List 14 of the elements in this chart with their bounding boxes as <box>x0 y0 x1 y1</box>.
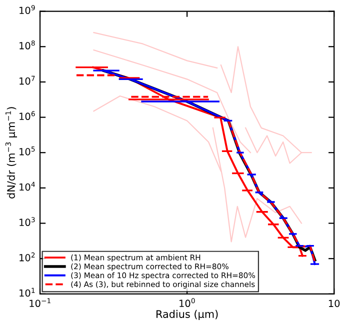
y-tick-label: 10$^{9}$ <box>20 5 35 14</box>
x-tick-label: 10$^{0}$ <box>180 298 195 308</box>
y-tick-label: 10$^{8}$ <box>20 40 35 50</box>
y-axis-title: dN/dr (m$^{−3}$ μm$^{−1}$) <box>5 107 17 198</box>
y-tick-label: 10$^{2}$ <box>20 252 35 262</box>
y-tick-label: 10$^{3}$ <box>20 217 35 226</box>
y-tick-label: 10$^{5}$ <box>20 146 35 156</box>
y-tick-label: 10$^{4}$ <box>20 182 35 191</box>
y-tick-label: 10$^{1}$ <box>20 288 35 297</box>
x-axis-title: Radius (μm) <box>156 310 218 320</box>
x-tick-label: 10$^{−1}$ <box>30 298 50 308</box>
x-tick-label: 10 <box>328 300 340 308</box>
y-tick-label: 10$^{7}$ <box>20 76 35 85</box>
y-tick-label: 10$^{6}$ <box>20 111 35 120</box>
